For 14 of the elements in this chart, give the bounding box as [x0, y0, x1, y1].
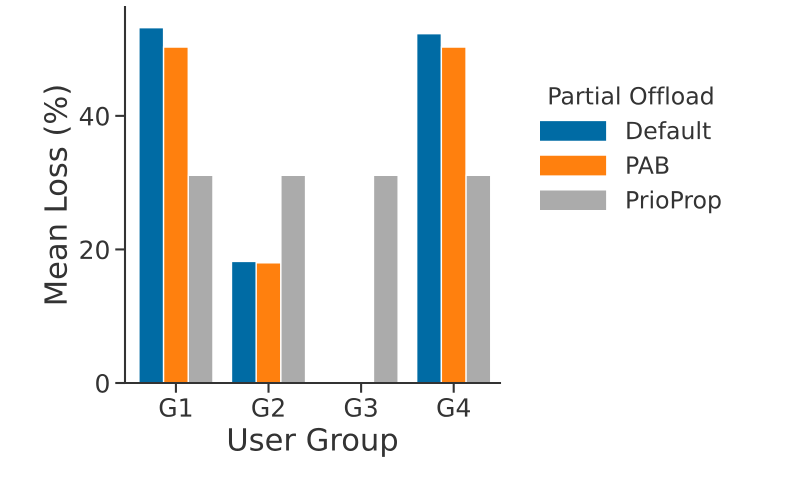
- x-tick-label: G2: [252, 398, 284, 417]
- y-tick-label: 0: [96, 374, 109, 393]
- x-tick-label: G3: [344, 398, 377, 417]
- legend-label: Default: [627, 121, 711, 140]
- x-tick-label: G4: [437, 398, 470, 417]
- legend-label: PAB: [627, 156, 668, 174]
- bar: [372, 174, 399, 383]
- y-tick-label: 40: [80, 106, 109, 126]
- y-axis-title: Mean Loss (%): [44, 86, 71, 304]
- x-tick-label: G1: [160, 398, 192, 417]
- y-tick-label: 20: [80, 240, 109, 260]
- x-axis-title: User Group: [228, 428, 398, 457]
- legend-title: Partial Offload: [550, 86, 713, 105]
- legend-label: PrioProp: [627, 190, 721, 214]
